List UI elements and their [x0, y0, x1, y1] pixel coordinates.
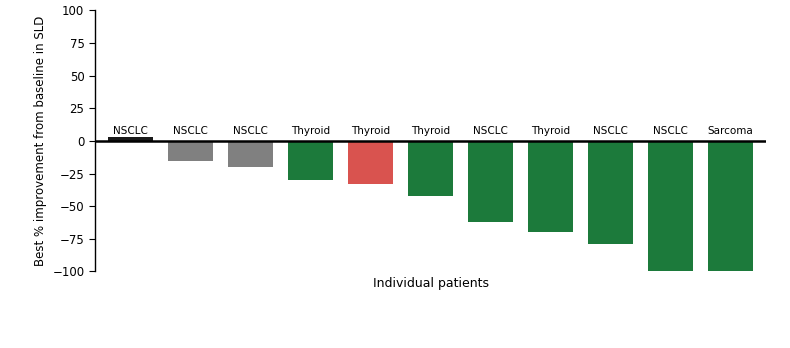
Y-axis label: Best % improvement from baseline in SLD: Best % improvement from baseline in SLD — [34, 16, 47, 266]
Bar — [288, 141, 333, 180]
Bar — [228, 141, 273, 167]
Text: Thyroid: Thyroid — [411, 126, 450, 136]
Text: Thyroid: Thyroid — [351, 126, 390, 136]
Text: NSCLC: NSCLC — [473, 126, 508, 136]
Bar — [708, 141, 753, 271]
Bar — [468, 141, 513, 222]
Bar — [648, 141, 693, 271]
Bar — [108, 137, 153, 141]
Bar — [588, 141, 633, 244]
Text: NSCLC: NSCLC — [593, 126, 628, 136]
Text: NSCLC: NSCLC — [233, 126, 268, 136]
Text: NSCLC: NSCLC — [653, 126, 688, 136]
Bar — [408, 141, 453, 196]
Text: Sarcoma: Sarcoma — [708, 126, 753, 136]
X-axis label: Individual patients: Individual patients — [373, 277, 488, 290]
Text: NSCLC: NSCLC — [173, 126, 209, 136]
Text: Thyroid: Thyroid — [291, 126, 330, 136]
Bar — [168, 141, 213, 160]
Bar — [528, 141, 573, 232]
Text: NSCLC: NSCLC — [113, 126, 149, 136]
Bar — [348, 141, 393, 184]
Text: Thyroid: Thyroid — [531, 126, 570, 136]
